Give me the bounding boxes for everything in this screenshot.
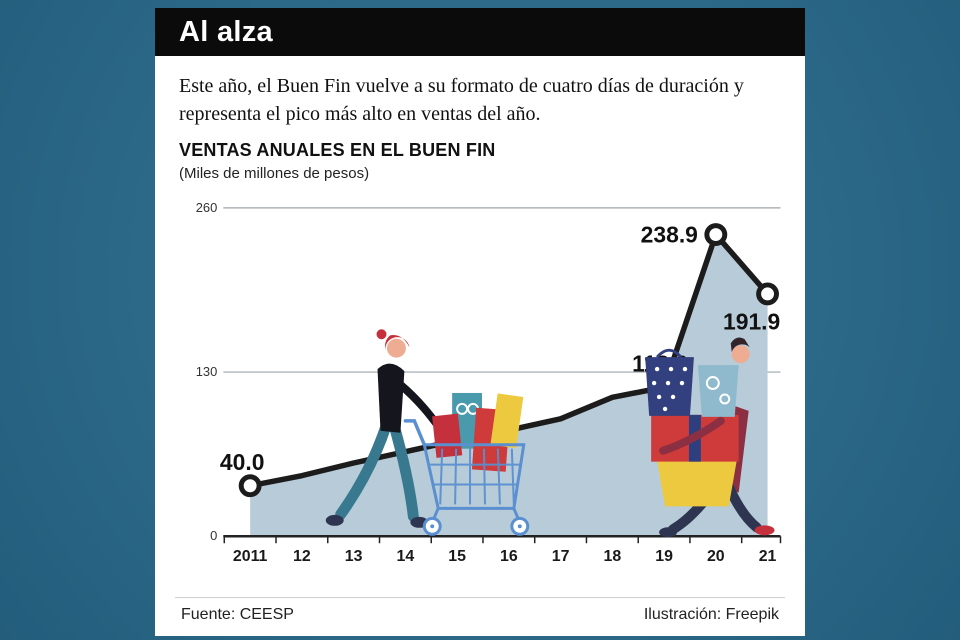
- chart-area: 130 260 0 2011 12 13 14 15 16 17 18 19 20 21 40.0 118.0…: [175, 188, 785, 588]
- data-point-marker: [652, 375, 676, 399]
- data-point-marker: [238, 474, 262, 498]
- data-point-marker: [756, 282, 780, 306]
- intro-text: Este año, el Buen Fin vuelve a su format…: [179, 75, 744, 125]
- x-axis-label: 13: [345, 548, 363, 565]
- header-banner: Al alza: [155, 8, 805, 56]
- data-point-marker: [704, 223, 728, 246]
- y-axis-label: 260: [196, 200, 218, 215]
- y-axis-label: 130: [196, 364, 218, 379]
- source-credit: Fuente: CEESP: [181, 606, 294, 623]
- card-footer: Fuente: CEESP Ilustración: Freepik: [175, 597, 785, 624]
- x-axis-label: 20: [707, 548, 725, 565]
- data-point-label: 238.9: [641, 222, 698, 248]
- data-point-label: 118.0: [632, 350, 688, 376]
- x-axis-label: 2011: [233, 548, 268, 565]
- illustration-credit: Ilustración: Freepik: [643, 606, 779, 623]
- x-axis-label: 21: [759, 548, 777, 565]
- chart-title: VENTAS ANUALES EN EL BUEN FIN: [179, 140, 496, 160]
- chart-subtitle: (Miles de millones de pesos): [179, 165, 370, 182]
- x-axis-label: 14: [397, 548, 415, 565]
- data-point-label: 191.9: [723, 309, 780, 335]
- x-axis-label: 19: [655, 548, 673, 565]
- x-axis-label: 17: [552, 548, 570, 565]
- card-body: Este año, el Buen Fin vuelve a su format…: [155, 56, 805, 636]
- data-point-label: 40.0: [220, 449, 265, 475]
- x-axis-label: 18: [603, 548, 621, 565]
- x-axis-label: 12: [293, 548, 311, 565]
- sales-line-chart: 130 260 0 2011 12 13 14 15 16 17 18 19 20 21 40.0 118.0…: [196, 200, 782, 565]
- x-axis-label: 15: [448, 548, 466, 565]
- area-fill: [250, 234, 768, 537]
- page-title: Al alza: [179, 15, 273, 48]
- x-axis-label: 16: [500, 548, 518, 565]
- y-axis-label: 0: [210, 528, 217, 543]
- infographic-card: Al alza Este año, el Buen Fin vuelve a s…: [155, 8, 805, 636]
